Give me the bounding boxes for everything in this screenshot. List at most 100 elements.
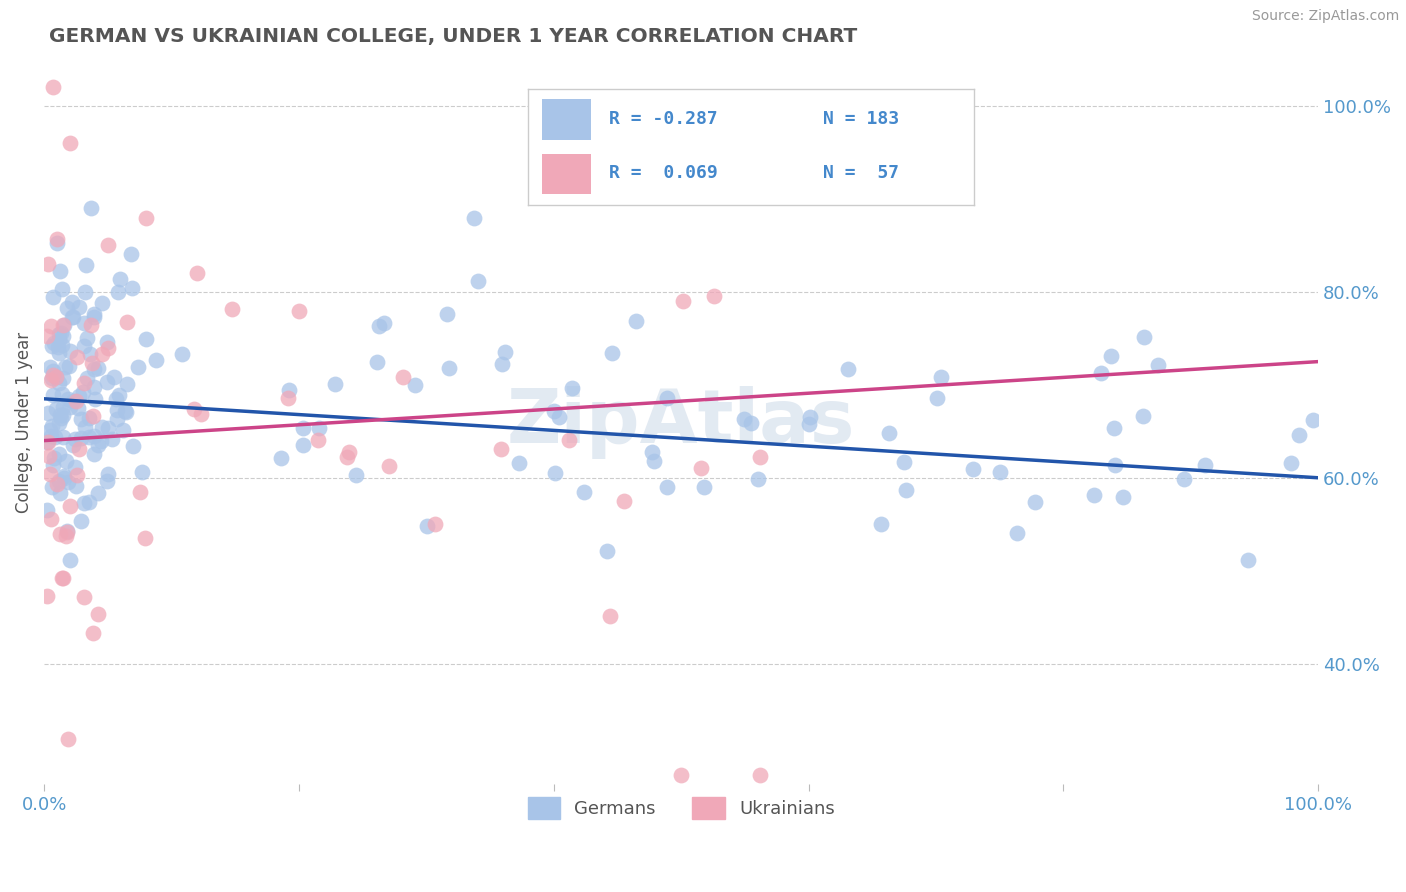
Point — [83, 310, 105, 325]
Point — [494, 345, 516, 359]
Point — [82, 409, 104, 424]
Point — [103, 370, 125, 384]
Point — [46, 476, 69, 491]
Point — [97, 421, 120, 435]
Point — [48, 376, 70, 390]
Point — [41, 80, 63, 95]
Point — [38, 449, 60, 463]
Point — [59, 552, 82, 566]
Point — [51, 400, 73, 414]
Point — [82, 626, 104, 640]
Point — [56, 301, 79, 315]
Point — [49, 527, 72, 541]
Text: Source: ZipAtlas.com: Source: ZipAtlas.com — [1251, 9, 1399, 23]
Point — [467, 274, 489, 288]
Text: ZipAtlas: ZipAtlas — [508, 385, 855, 458]
Point — [66, 401, 89, 416]
Point — [748, 450, 770, 465]
Point — [51, 282, 73, 296]
Text: GERMAN VS UKRAINIAN COLLEGE, UNDER 1 YEAR CORRELATION CHART: GERMAN VS UKRAINIAN COLLEGE, UNDER 1 YEA… — [49, 27, 858, 45]
Point — [55, 524, 77, 539]
Point — [135, 211, 157, 225]
Point — [690, 460, 713, 475]
Point — [669, 768, 692, 782]
Point — [703, 288, 725, 302]
Point — [797, 417, 820, 432]
Point — [91, 347, 114, 361]
Point — [548, 409, 571, 424]
Point — [508, 456, 530, 470]
Point — [55, 454, 77, 468]
Point — [38, 467, 60, 482]
Point — [51, 387, 73, 401]
Point — [77, 494, 100, 508]
Point — [35, 329, 58, 343]
Point — [96, 334, 118, 349]
Point — [893, 455, 915, 469]
Point — [749, 768, 772, 782]
Point — [42, 368, 65, 383]
Point — [561, 381, 583, 395]
Point — [62, 438, 84, 452]
Point — [108, 272, 131, 286]
Point — [134, 531, 156, 545]
Point — [39, 318, 62, 333]
Point — [48, 333, 70, 347]
Point — [48, 327, 70, 342]
Point — [48, 474, 70, 488]
Point — [59, 400, 82, 414]
Point — [87, 607, 110, 622]
Point — [101, 432, 124, 446]
Point — [52, 469, 75, 483]
Point — [42, 458, 65, 472]
Point — [39, 512, 62, 526]
Point — [337, 445, 360, 459]
Point — [60, 310, 83, 324]
Point — [1083, 488, 1105, 502]
Point — [51, 571, 73, 585]
Point — [624, 314, 647, 328]
Y-axis label: College, Under 1 year: College, Under 1 year — [15, 332, 32, 513]
Point — [278, 383, 301, 397]
Point — [38, 424, 60, 438]
Point — [52, 329, 75, 343]
Point — [52, 430, 75, 444]
Point — [66, 467, 89, 482]
Point — [70, 514, 93, 528]
Point — [67, 301, 90, 315]
Point — [52, 409, 75, 423]
Point — [693, 480, 716, 494]
Point — [96, 474, 118, 488]
Point — [41, 388, 63, 402]
Point — [97, 467, 120, 482]
Point — [105, 403, 128, 417]
Point — [107, 388, 129, 402]
Point — [135, 332, 157, 346]
Point — [186, 266, 208, 280]
Point — [90, 434, 112, 448]
Point — [988, 465, 1011, 479]
Point — [221, 302, 243, 317]
Point — [45, 369, 67, 384]
Point — [366, 354, 388, 368]
Point — [37, 406, 59, 420]
Point — [73, 376, 96, 390]
Point — [747, 472, 769, 486]
Point — [115, 405, 138, 419]
Point — [1194, 458, 1216, 472]
Point — [83, 361, 105, 376]
Point — [1302, 412, 1324, 426]
Point — [87, 485, 110, 500]
Point — [600, 346, 623, 360]
Point — [80, 318, 103, 333]
Point — [131, 465, 153, 479]
Point — [557, 433, 579, 447]
Point — [62, 393, 84, 408]
Point — [59, 499, 82, 513]
Point — [323, 377, 346, 392]
Point — [79, 347, 101, 361]
Point — [41, 480, 63, 494]
Point — [368, 319, 391, 334]
Point — [76, 331, 98, 345]
Point — [48, 447, 70, 461]
